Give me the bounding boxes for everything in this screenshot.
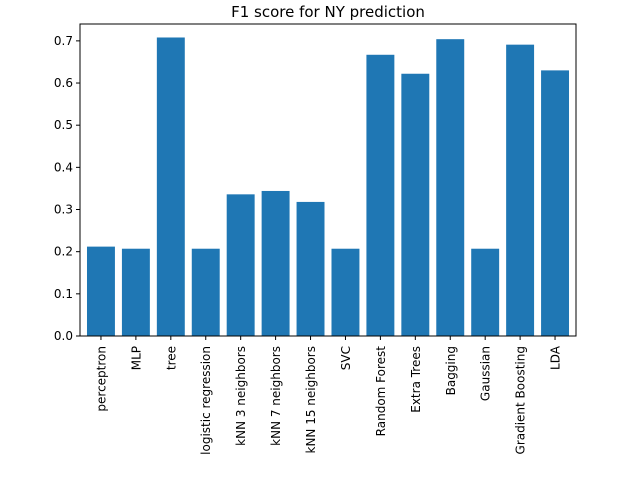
bar <box>541 70 570 336</box>
bar <box>191 248 220 336</box>
y-tick-label: 0.5 <box>54 118 73 132</box>
bar <box>261 190 290 336</box>
bar <box>436 39 465 337</box>
x-tick-label: kNN 7 neighbors <box>269 346 283 446</box>
bar <box>506 44 535 336</box>
x-tick-label: tree <box>164 346 178 370</box>
bar <box>226 194 255 336</box>
bar <box>366 54 395 336</box>
y-axis: 0.0 0.1 0.2 0.3 0.4 0.5 0.6 0.7 <box>54 34 80 343</box>
x-tick-label: Bagging <box>444 346 458 395</box>
y-tick-label: 0.7 <box>54 34 73 48</box>
x-axis: perceptron MLP tree logistic regression kNN … <box>94 336 563 455</box>
bar <box>296 201 325 336</box>
chart-title: F1 score for NY prediction <box>231 3 425 21</box>
bar <box>401 73 430 336</box>
x-tick-label: LDA <box>549 345 563 370</box>
y-tick-label: 0.0 <box>54 329 73 343</box>
x-tick-label: perceptron <box>94 346 108 412</box>
y-tick-label: 0.6 <box>54 76 73 90</box>
bar <box>471 248 500 336</box>
x-tick-label: SVC <box>339 346 353 370</box>
bar <box>156 37 185 337</box>
x-tick-label: kNN 15 neighbors <box>304 346 318 454</box>
x-tick-label: MLP <box>129 346 143 370</box>
bar <box>331 248 360 336</box>
x-tick-label: Gaussian <box>479 346 493 401</box>
bar <box>121 248 150 336</box>
y-tick-label: 0.3 <box>54 203 73 217</box>
x-tick-label: Extra Trees <box>409 346 423 413</box>
plot-frame <box>79 23 577 337</box>
y-tick-label: 0.4 <box>54 160 73 174</box>
x-tick-label: kNN 3 neighbors <box>234 346 248 446</box>
bars-group <box>86 37 570 337</box>
x-tick-label: logistic regression <box>199 346 213 455</box>
y-tick-label: 0.2 <box>54 245 73 259</box>
bar <box>86 246 115 336</box>
y-tick-label: 0.1 <box>54 287 73 301</box>
x-tick-label: Gradient Boosting <box>514 346 528 454</box>
x-tick-label: Random Forest <box>374 346 388 437</box>
